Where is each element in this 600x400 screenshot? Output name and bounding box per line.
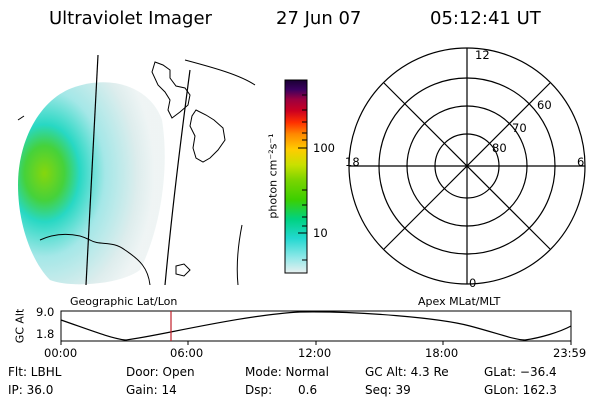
- info-seq: Seq: 39: [365, 383, 411, 397]
- altitude-xticks: [60, 341, 572, 345]
- info-gain: Gain: 14: [126, 383, 177, 397]
- info-glat: GLat: −36.4: [484, 365, 557, 379]
- south-island: [189, 109, 226, 163]
- altitude-ylabel: GC Alt: [13, 308, 27, 344]
- info-dsp-value: 0.6: [298, 383, 318, 397]
- info-ip: IP: 36.0: [8, 383, 54, 397]
- altitude-plot-frame: [60, 310, 572, 342]
- coastline: [39, 233, 151, 285]
- date-label: 27 Jun 07: [276, 8, 362, 29]
- polar-plot: [348, 47, 586, 285]
- info-dsp-label: Dsp:: [245, 383, 273, 397]
- info-filter: Flt: LBHL: [8, 365, 62, 379]
- colorbar-tick-10: 10: [313, 226, 328, 240]
- altitude-xtick-1800: 18:00: [425, 346, 459, 360]
- altitude-xtick-1200: 12:00: [298, 346, 332, 360]
- geographic-map: [17, 55, 256, 285]
- altitude-xtick-0600: 06:00: [170, 346, 204, 360]
- caption-apex: Apex MLat/MLT: [418, 295, 501, 308]
- polar-label-left: 18: [345, 155, 360, 169]
- horizon-line: [184, 59, 256, 86]
- polar-label-right: 6: [577, 155, 585, 169]
- info-glon: GLon: 162.3: [484, 383, 557, 397]
- time-label: 05:12:41 UT: [430, 8, 541, 29]
- north-island: [151, 61, 191, 119]
- colorbar-ticks: [298, 94, 307, 261]
- meridian-line: [164, 69, 191, 285]
- info-door: Door: Open: [126, 365, 195, 379]
- polar-label-top: 12: [475, 48, 490, 62]
- instrument-title: Ultraviolet Imager: [49, 8, 212, 29]
- horizon-line: [236, 224, 243, 285]
- altitude-ytick-1-8: 1.8: [36, 327, 55, 341]
- colorbar-tick-100: 100: [313, 141, 335, 155]
- polar-lat-70: 70: [512, 121, 527, 135]
- altitude-xtick-2359: 23:59: [553, 346, 587, 360]
- stewart-island: [175, 263, 191, 277]
- altitude-ytick-9: 9.0: [36, 305, 55, 319]
- altitude-xtick-0000: 00:00: [44, 346, 78, 360]
- info-gc-alt: GC Alt: 4.3 Re: [365, 365, 449, 379]
- caption-geographic: Geographic Lat/Lon: [70, 295, 178, 308]
- altitude-curve: [60, 311, 572, 341]
- polar-lat-80: 80: [492, 141, 507, 155]
- colorbar-unit-label: photon cm⁻²s⁻¹: [266, 133, 280, 219]
- meridian-line: [85, 55, 99, 285]
- polar-lat-60: 60: [537, 98, 552, 112]
- polar-label-bottom: 0: [469, 276, 477, 290]
- info-mode: Mode: Normal: [245, 365, 329, 379]
- colorbar: [284, 79, 308, 274]
- polar-diagonal: [383, 82, 551, 250]
- islet: [17, 115, 25, 121]
